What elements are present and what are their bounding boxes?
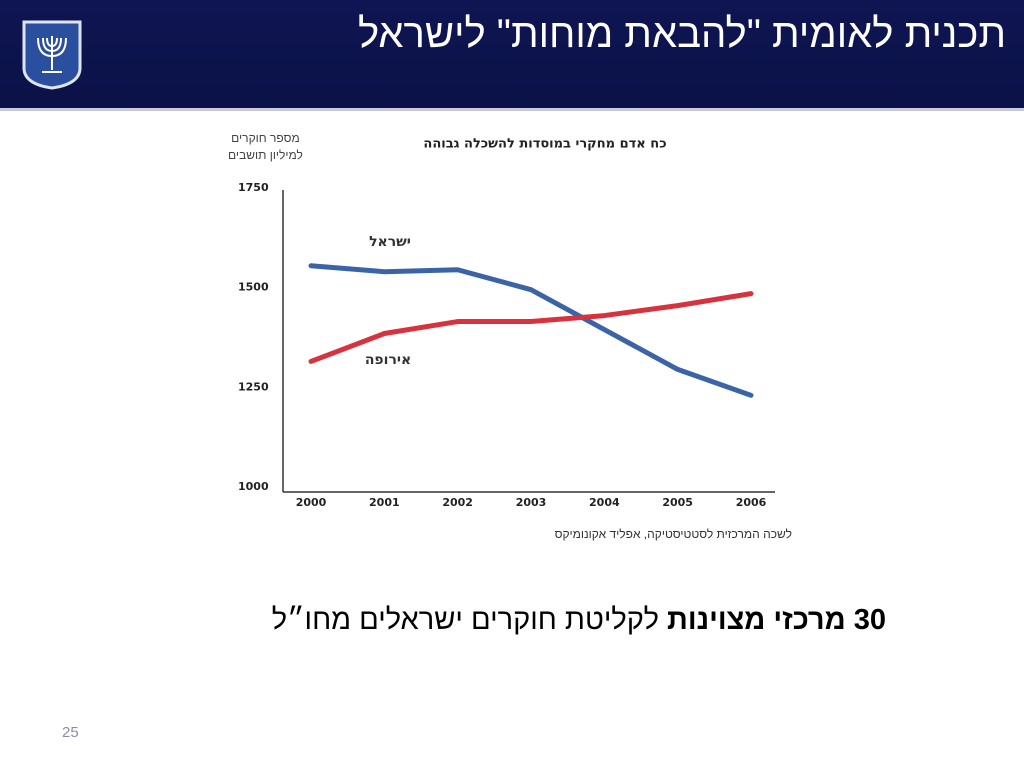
caption-bold: 30 מרכזי מצוינות <box>667 604 886 636</box>
y-axis-label-line: מספר חוקרים <box>231 131 300 145</box>
source-note: לשכה המרכזית לסטטיסטיקה, אפליד אקונומיקס <box>554 527 792 541</box>
x-tick-label: 2006 <box>736 496 767 509</box>
y-axis-label-line: למיליון תושבים <box>228 148 303 162</box>
series-line <box>308 291 754 364</box>
y-tick-label: 1250 <box>238 380 269 393</box>
x-tick-label: 2001 <box>369 496 400 509</box>
page-number: 25 <box>62 724 79 741</box>
y-tick-label: 1750 <box>238 181 269 194</box>
chart: כח אדם מחקרי במוסדות להשכלה גבוהה 1000 12… <box>238 137 775 509</box>
y-tick-label: 1000 <box>238 480 269 493</box>
series-label: ישראל <box>369 234 411 250</box>
x-tick-label: 2000 <box>296 496 327 509</box>
x-tick-label: 2004 <box>589 496 620 509</box>
x-tick-label: 2005 <box>662 496 693 509</box>
y-tick-label: 1500 <box>238 281 269 294</box>
header-bar: תכנית לאומית "להבאת מוחות" לישראל <box>0 0 1024 111</box>
x-tick-label: 2003 <box>516 496 547 509</box>
series-line <box>308 263 754 398</box>
chart-title: כח אדם מחקרי במוסדות להשכלה גבוהה <box>423 137 666 152</box>
y-axis-label: מספר חוקרים למיליון תושבים <box>228 130 303 164</box>
caption: 30 מרכזי מצוינות לקליטת חוקרים ישראלים מ… <box>272 604 886 637</box>
series-label: אירופה <box>365 352 411 368</box>
x-tick-label: 2002 <box>442 496 473 509</box>
emblem <box>22 20 82 90</box>
slide-title: תכנית לאומית "להבאת מוחות" לישראל <box>358 12 1006 56</box>
caption-text: לקליטת חוקרים ישראלים מחו״ל <box>271 604 659 636</box>
